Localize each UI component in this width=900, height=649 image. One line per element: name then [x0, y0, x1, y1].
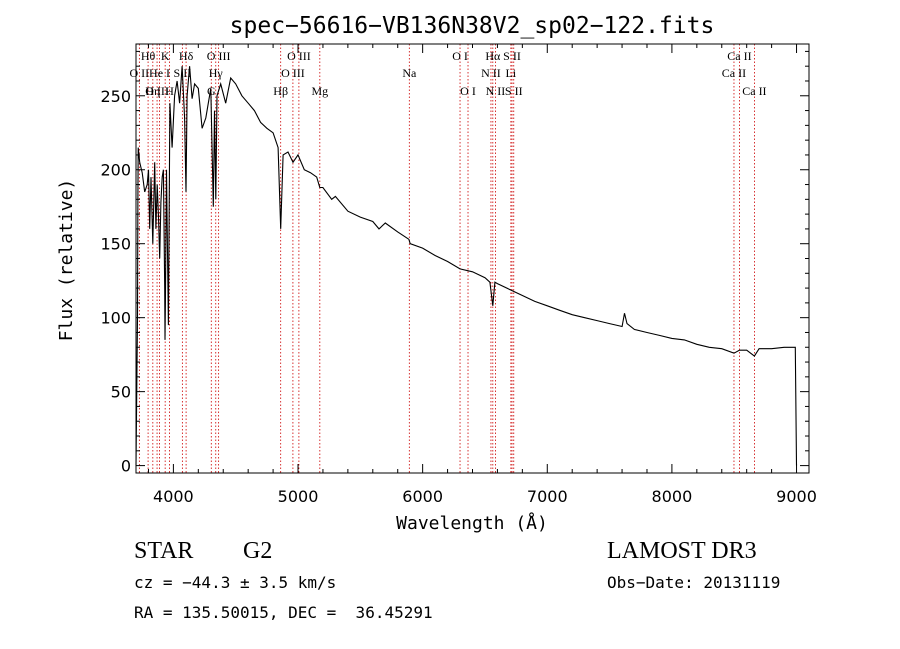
line-label: O III — [207, 49, 231, 63]
plot-frame — [135, 43, 810, 474]
emission-line-markers — [138, 44, 755, 473]
line-label: G — [207, 84, 216, 98]
flux-series-line — [135, 66, 798, 466]
y-tick-label: 50 — [111, 383, 131, 402]
line-label: Hδ — [179, 49, 194, 63]
line-label: O I — [460, 84, 476, 98]
line-label: O III — [287, 49, 311, 63]
y-tick-label: 0 — [121, 457, 131, 476]
line-label: Hθ — [141, 49, 156, 63]
line-label: Ca II — [742, 84, 766, 98]
x-axis-label: Wavelength (Å) — [396, 512, 548, 534]
survey-name: LAMOST DR3 — [607, 538, 757, 564]
spectrum-chart: spec−56616−VB136N38V2_sp02−122.fits O II… — [56, 13, 817, 534]
x-tick-label: 7000 — [527, 487, 568, 506]
chart-title: spec−56616−VB136N38V2_sp02−122.fits — [230, 13, 715, 39]
x-tick-label: 6000 — [402, 487, 443, 506]
line-label: H — [165, 84, 174, 98]
line-label: Hα — [485, 49, 501, 63]
line-label: S II — [505, 84, 523, 98]
y-axis-ticks: 0 50 100 150 200 250 — [100, 50, 809, 476]
line-label: N II — [486, 84, 506, 98]
y-tick-label: 250 — [100, 87, 131, 106]
sky-coordinates: RA = 135.50015, DEC = 36.45291 — [134, 603, 433, 622]
x-tick-label: 5000 — [278, 487, 319, 506]
line-label: S II — [503, 49, 521, 63]
object-subclass: G2 — [243, 538, 273, 564]
line-label: O I — [452, 49, 468, 63]
line-label: K — [161, 49, 170, 63]
line-label: O III — [281, 66, 305, 80]
y-axis-label: Flux (relative) — [56, 179, 77, 342]
line-label: O II — [130, 66, 150, 80]
x-tick-label: 9000 — [776, 487, 817, 506]
line-label: Na — [402, 66, 417, 80]
line-label: Ca II — [722, 66, 746, 80]
observation-date: Obs−Date: 20131119 — [607, 573, 781, 592]
line-label: Hβ — [273, 84, 288, 98]
redshift-value: cz = −44.3 ± 3.5 km/s — [134, 573, 337, 592]
y-tick-label: 150 — [100, 235, 131, 254]
x-axis-ticks: 4000 5000 6000 7000 8000 9000 — [147, 44, 817, 506]
line-label: Ca II — [727, 49, 751, 63]
line-label: Hη — [145, 84, 160, 98]
line-label: N II — [481, 66, 501, 80]
x-tick-label: 8000 — [652, 487, 693, 506]
line-label: He I — [149, 66, 170, 80]
line-label: O III — [145, 84, 169, 98]
line-label: Li — [506, 66, 517, 80]
y-tick-label: 100 — [100, 309, 131, 328]
line-label: Mg — [311, 84, 328, 98]
y-tick-label: 200 — [100, 161, 131, 180]
object-class: STAR — [134, 538, 194, 564]
x-tick-label: 4000 — [153, 487, 194, 506]
line-label: Hγ — [209, 66, 224, 80]
